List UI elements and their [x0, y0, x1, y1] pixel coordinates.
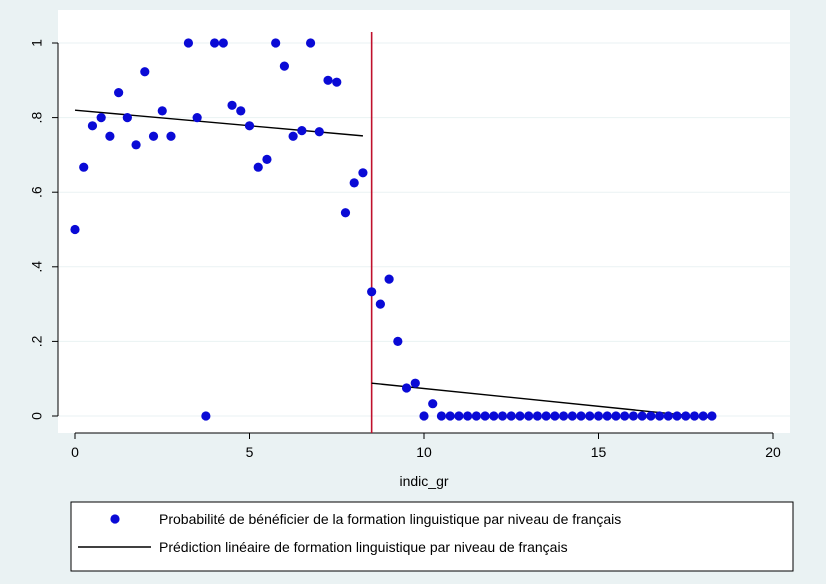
data-point-60: [602, 411, 612, 421]
data-point-72: [707, 411, 717, 421]
data-point-52: [532, 411, 543, 421]
data-point-35: [384, 274, 394, 284]
data-point-46: [480, 411, 490, 421]
x-tick-label-2: 10: [416, 444, 432, 460]
x-axis-title: indic_gr: [399, 473, 448, 489]
data-point-14: [201, 411, 211, 421]
data-point-48: [497, 411, 508, 421]
data-point-34: [375, 299, 385, 309]
x-tick-label-0: 0: [71, 444, 79, 460]
data-point-28: [323, 75, 333, 85]
data-point-59: [593, 411, 604, 421]
data-point-3: [96, 113, 106, 123]
data-point-37: [401, 383, 412, 393]
y-tick-label-5: 1: [29, 39, 45, 47]
x-tick-label-1: 5: [246, 444, 254, 460]
data-point-47: [489, 411, 499, 421]
y-tick-label-0: 0: [29, 412, 45, 420]
legend-box: [70, 501, 794, 572]
scatter-points: [70, 38, 717, 421]
data-point-11: [166, 131, 176, 141]
data-point-4: [105, 131, 115, 141]
data-point-53: [541, 411, 551, 421]
data-point-71: [698, 411, 708, 421]
data-point-66: [654, 411, 665, 421]
data-point-33: [367, 287, 377, 297]
legend-label-points: Probabilité de bénéficier de la formatio…: [159, 511, 621, 527]
data-point-16: [218, 38, 228, 48]
data-point-0: [70, 224, 80, 235]
data-point-18: [236, 106, 246, 116]
x-tick-label-3: 15: [591, 444, 607, 460]
data-point-9: [148, 131, 159, 141]
x-tick-label-4: 20: [765, 444, 781, 460]
data-point-69: [681, 411, 691, 421]
data-point-5: [114, 88, 124, 98]
data-point-67: [663, 411, 673, 421]
data-point-39: [419, 411, 429, 421]
data-point-30: [340, 208, 351, 218]
data-point-51: [524, 411, 534, 421]
data-point-24: [288, 131, 298, 141]
data-point-70: [689, 411, 700, 421]
data-point-32: [358, 168, 368, 178]
y-tick-label-4: .8: [29, 112, 45, 124]
data-point-23: [279, 61, 289, 71]
data-point-29: [332, 77, 342, 87]
data-point-43: [454, 411, 464, 421]
data-point-17: [227, 100, 237, 110]
data-point-20: [253, 162, 263, 172]
data-point-61: [611, 411, 621, 421]
data-point-42: [445, 411, 455, 421]
data-point-40: [428, 399, 438, 409]
data-point-21: [262, 154, 272, 164]
data-point-57: [576, 411, 586, 421]
data-point-65: [646, 411, 656, 421]
y-tick-label-2: .4: [29, 261, 45, 273]
data-point-63: [628, 411, 639, 421]
y-tick-label-1: .2: [29, 335, 45, 347]
fit-line-segment-1: [371, 382, 712, 419]
data-point-1: [79, 162, 89, 172]
data-point-6: [122, 113, 132, 123]
data-point-56: [567, 411, 577, 421]
legend-label-line: Prédiction linéaire de formation linguis…: [159, 539, 568, 555]
data-point-15: [210, 38, 220, 48]
data-point-19: [244, 121, 255, 131]
data-point-44: [463, 411, 473, 421]
data-point-45: [471, 411, 481, 421]
data-point-7: [131, 140, 141, 150]
data-point-8: [140, 67, 150, 77]
data-point-13: [192, 113, 202, 123]
data-point-62: [620, 411, 630, 421]
data-point-41: [436, 411, 447, 421]
data-point-22: [271, 38, 281, 48]
data-point-58: [585, 411, 595, 421]
axes: 0.2.4.6.810 5 10 15 20: [29, 39, 781, 460]
data-point-36: [393, 336, 403, 346]
data-point-68: [672, 411, 682, 421]
data-point-50: [515, 411, 525, 421]
data-point-25: [297, 126, 307, 136]
data-point-10: [157, 106, 167, 116]
data-point-2: [87, 121, 98, 131]
data-point-27: [314, 127, 324, 137]
data-point-26: [305, 38, 316, 48]
data-point-64: [637, 411, 647, 421]
legend-marker-points: [110, 514, 120, 524]
data-point-55: [559, 411, 569, 421]
y-tick-label-3: .6: [29, 186, 45, 198]
plot-area: [58, 10, 790, 433]
legend: Probabilité de bénéficier de la formatio…: [70, 501, 794, 572]
data-point-12: [183, 38, 194, 48]
data-point-38: [410, 378, 420, 388]
data-point-54: [550, 411, 560, 421]
data-point-31: [349, 178, 359, 188]
data-point-49: [506, 411, 516, 421]
